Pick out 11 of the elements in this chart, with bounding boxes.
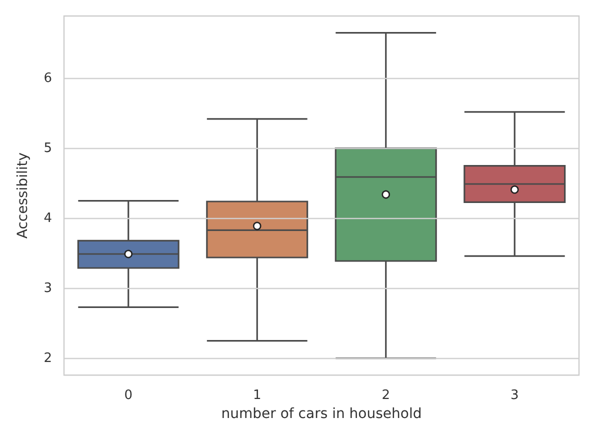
- y-tick-label: 2: [44, 350, 52, 366]
- y-axis-title: Accessibility: [15, 152, 31, 239]
- x-tick-label: 2: [382, 388, 390, 404]
- y-tick-label: 5: [44, 140, 52, 156]
- y-tick-label: 3: [44, 280, 52, 296]
- y-tick-label: 4: [44, 210, 52, 226]
- x-tick-label: 0: [124, 388, 133, 404]
- y-tick-label: 6: [44, 70, 52, 86]
- x-tick-label: 1: [252, 388, 262, 404]
- x-axis-title: number of cars in household: [221, 406, 422, 422]
- x-tick-label: 3: [510, 388, 519, 404]
